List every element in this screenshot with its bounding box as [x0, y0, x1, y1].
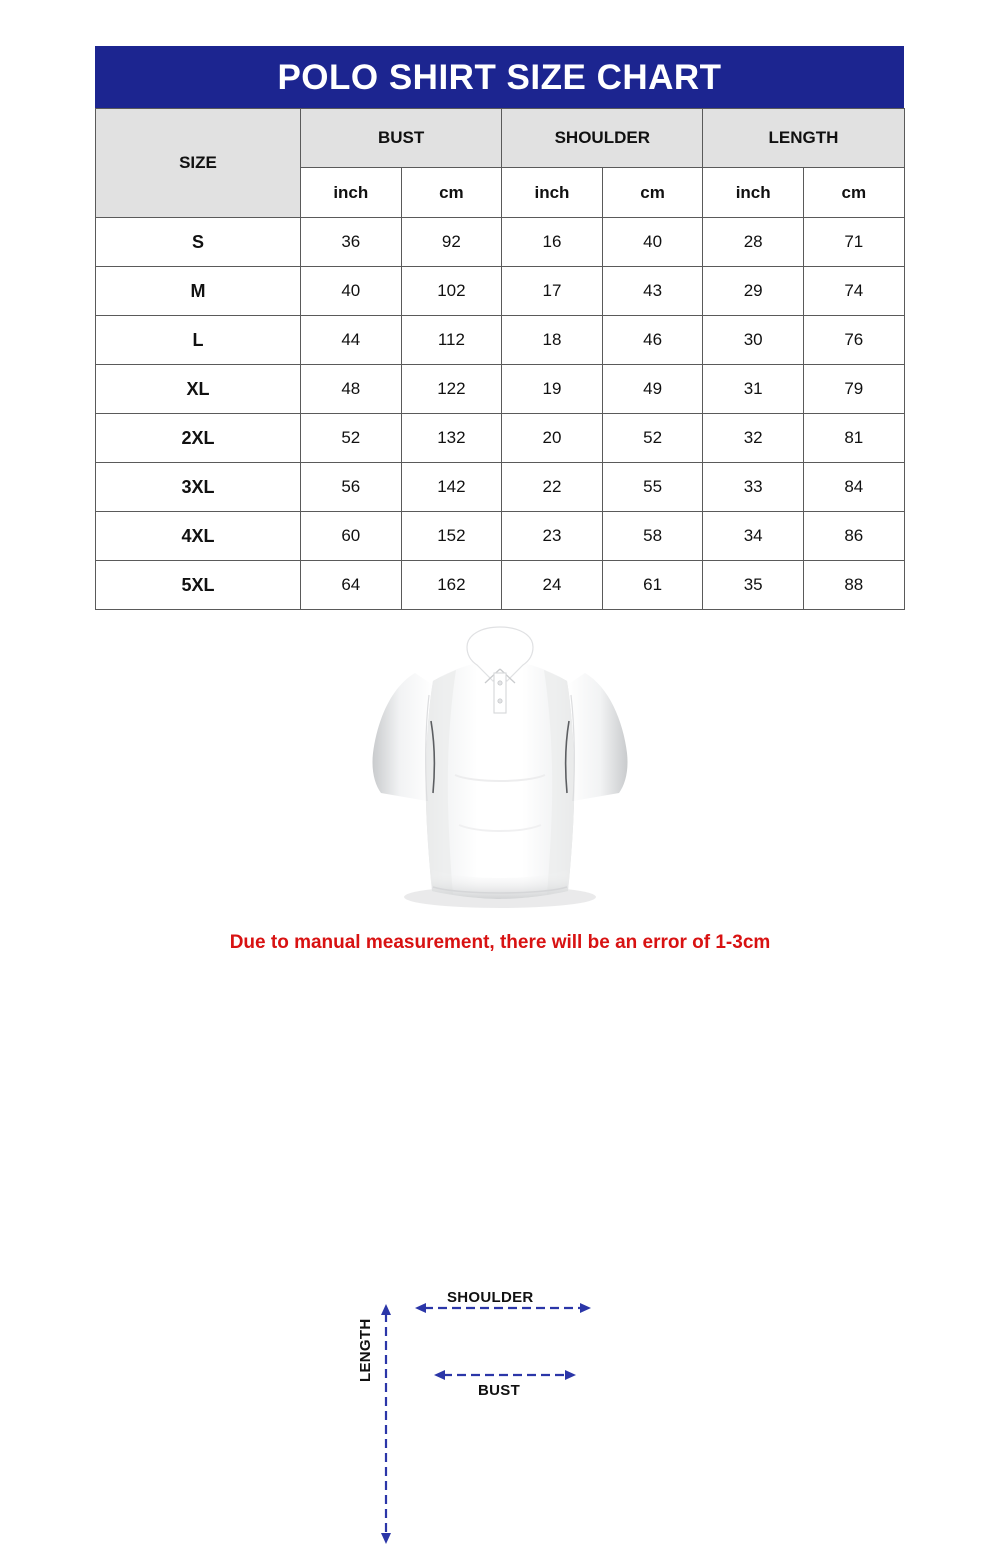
bust-measure-arrow	[434, 1370, 576, 1380]
cell-bust-cm: 162	[400, 560, 503, 610]
cell-length-inch: 28	[702, 217, 804, 267]
cell-length-cm: 81	[802, 413, 905, 463]
cell-bust-cm: 112	[400, 315, 503, 365]
cell-size: 4XL	[95, 511, 301, 561]
cell-bust-cm: 152	[400, 511, 503, 561]
size-chart-table: SIZE BUST SHOULDER LENGTH inch cm inch c…	[95, 108, 905, 610]
cell-shoulder-inch: 24	[501, 560, 603, 610]
cell-shoulder-cm: 43	[601, 266, 704, 316]
cell-shoulder-cm: 61	[601, 560, 704, 610]
cell-bust-inch: 48	[300, 364, 402, 414]
polo-shirt-icon	[372, 626, 628, 908]
cell-shoulder-inch: 16	[501, 217, 603, 267]
cell-bust-inch: 44	[300, 315, 402, 365]
bust-label: BUST	[478, 1382, 521, 1399]
cell-length-cm: 84	[802, 462, 905, 512]
column-header-bust: BUST	[299, 108, 503, 168]
cell-length-inch: 31	[702, 364, 804, 414]
unit-shoulder-inch: inch	[501, 167, 603, 218]
cell-shoulder-cm: 46	[601, 315, 704, 365]
cell-size: XL	[95, 364, 301, 414]
cell-shoulder-inch: 22	[501, 462, 603, 512]
polo-shirt-illustration	[355, 625, 645, 925]
column-header-size: SIZE	[95, 108, 301, 218]
cell-shoulder-inch: 18	[501, 315, 603, 365]
cell-bust-cm: 132	[400, 413, 503, 463]
cell-shoulder-inch: 17	[501, 266, 603, 316]
table-row: 4XL 60 152 23 58 34 86	[95, 511, 905, 561]
cell-length-inch: 34	[702, 511, 804, 561]
cell-length-inch: 30	[702, 315, 804, 365]
cell-size: M	[95, 266, 301, 316]
measurement-disclaimer: Due to manual measurement, there will be…	[229, 932, 771, 953]
cell-bust-inch: 60	[300, 511, 402, 561]
cell-shoulder-inch: 19	[501, 364, 603, 414]
page-title: POLO SHIRT SIZE CHART	[277, 57, 722, 97]
cell-size: 5XL	[95, 560, 301, 610]
table-body: SIZE BUST SHOULDER LENGTH inch cm inch c…	[95, 108, 905, 610]
cell-length-cm: 71	[802, 217, 905, 267]
size-chart-block: POLO SHIRT SIZE CHART SIZE BUST SHOULDER…	[95, 46, 905, 610]
cell-bust-cm: 142	[400, 462, 503, 512]
cell-bust-cm: 122	[400, 364, 503, 414]
cell-bust-inch: 64	[300, 560, 402, 610]
column-header-shoulder: SHOULDER	[501, 108, 704, 168]
cell-shoulder-cm: 52	[601, 413, 704, 463]
length-measure-arrow	[381, 1304, 391, 1544]
cell-size: 2XL	[95, 413, 301, 463]
table-row: 3XL 56 142 22 55 33 84	[95, 462, 905, 512]
cell-shoulder-cm: 58	[601, 511, 704, 561]
cell-bust-cm: 102	[400, 266, 503, 316]
column-header-length: LENGTH	[702, 108, 905, 168]
unit-length-inch: inch	[702, 167, 804, 218]
cell-size: L	[95, 315, 301, 365]
table-row: XL 48 122 19 49 31 79	[95, 364, 905, 414]
table-row: S 36 92 16 40 28 71	[95, 217, 905, 267]
cell-length-cm: 76	[802, 315, 905, 365]
group-header-row: SIZE BUST SHOULDER LENGTH	[95, 108, 905, 218]
cell-length-inch: 32	[702, 413, 804, 463]
cell-bust-cm: 92	[400, 217, 503, 267]
unit-shoulder-cm: cm	[601, 167, 704, 218]
unit-bust-inch: inch	[300, 167, 402, 218]
table-row: L 44 112 18 46 30 76	[95, 315, 905, 365]
unit-header-row: inch cm inch cm inch cm	[96, 167, 905, 218]
cell-size: S	[95, 217, 301, 267]
cell-shoulder-inch: 20	[501, 413, 603, 463]
cell-shoulder-cm: 49	[601, 364, 704, 414]
table-row: 5XL 64 162 24 61 35 88	[95, 560, 905, 610]
cell-shoulder-cm: 40	[601, 217, 704, 267]
shoulder-label: SHOULDER	[447, 1289, 534, 1306]
unit-bust-cm: cm	[400, 167, 503, 218]
cell-shoulder-cm: 55	[601, 462, 704, 512]
cell-length-cm: 79	[802, 364, 905, 414]
cell-shoulder-inch: 23	[501, 511, 603, 561]
table-row: 2XL 52 132 20 52 32 81	[95, 413, 905, 463]
cell-size: 3XL	[95, 462, 301, 512]
cell-bust-inch: 40	[300, 266, 402, 316]
cell-length-inch: 35	[702, 560, 804, 610]
cell-length-cm: 86	[802, 511, 905, 561]
cell-bust-inch: 56	[300, 462, 402, 512]
measurement-diagram: SHOULDER BUST LENGTH	[0, 625, 1000, 1544]
unit-length-cm: cm	[802, 167, 905, 218]
cell-length-inch: 29	[702, 266, 804, 316]
cell-bust-inch: 36	[300, 217, 402, 267]
table-row: M 40 102 17 43 29 74	[95, 266, 905, 316]
cell-length-inch: 33	[702, 462, 804, 512]
cell-length-cm: 88	[802, 560, 905, 610]
chart-title-bar: POLO SHIRT SIZE CHART	[95, 46, 904, 108]
cell-bust-inch: 52	[300, 413, 402, 463]
cell-length-cm: 74	[802, 266, 905, 316]
length-label: LENGTH	[357, 1318, 374, 1382]
